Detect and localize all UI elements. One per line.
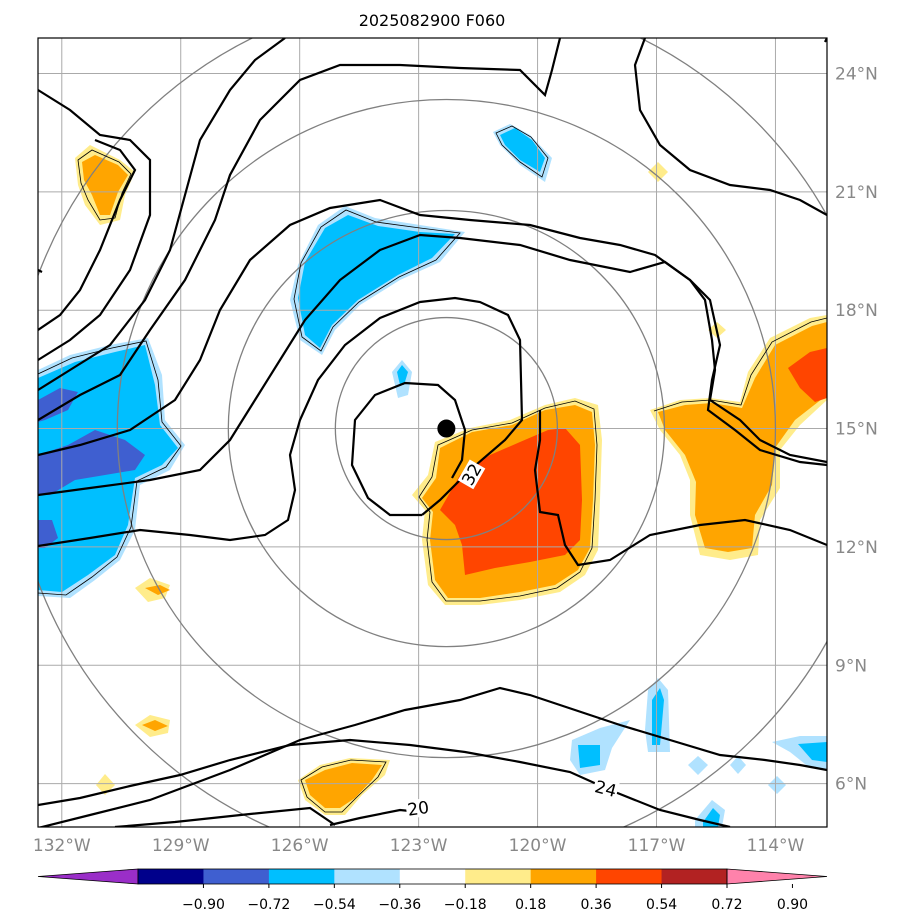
contour-ring-7: [38, 89, 152, 361]
colorbar-segment: [661, 869, 728, 884]
negative-anomaly-west-strong-3: [38, 520, 58, 548]
lon-tick-label: 117°W: [628, 836, 686, 856]
anomaly-outline-west: [38, 340, 182, 596]
lon-tick-label: 114°W: [747, 836, 805, 856]
colorbar-tick-label: −0.36: [378, 897, 421, 913]
contour-ring-2: [38, 296, 524, 548]
contour-label-halo: [591, 776, 620, 801]
negative-anomaly-small-ne-core: [500, 128, 545, 172]
shading-layer: [38, 124, 827, 827]
colorbar-outline: [137, 868, 728, 885]
contour-ring-6: [38, 38, 286, 391]
anomaly-outline-ne-small: [495, 125, 549, 178]
contour-center-low: [350, 381, 467, 517]
colorbar: −0.90 −0.72 −0.54 −0.36 −0.18 0.18 0.36 0.54 0.7…: [37, 868, 828, 913]
anomaly-outline-central: [418, 400, 598, 602]
colorbar-segment: [465, 869, 532, 884]
negative-anomaly-se-5: [768, 776, 786, 794]
negative-anomaly-se-1-core: [578, 745, 600, 768]
range-ring-0: [334, 316, 559, 541]
contour-20: [114, 806, 336, 827]
colorbar-tick-label: 0.54: [646, 897, 677, 913]
lon-tick-label: 129°W: [152, 836, 210, 856]
contour-label-1: 20: [405, 797, 432, 821]
anomaly-outline-north: [293, 209, 461, 352]
contour-ring-8: [38, 138, 137, 331]
colorbar-segment: [530, 869, 597, 884]
positive-anomaly-dot-2-core: [142, 720, 168, 731]
lon-tick-label: 132°W: [33, 836, 91, 856]
negative-anomaly-se-3: [688, 756, 708, 775]
colorbar-segment: [334, 869, 401, 884]
map-frame: [37, 37, 828, 828]
colorbar-extend-high: [726, 868, 828, 885]
anomaly-outlines: [38, 125, 827, 813]
anomaly-outline-east: [653, 317, 827, 412]
positive-anomaly-dot-1-core: [145, 585, 170, 595]
lat-tick-label: 6°N: [835, 775, 867, 795]
lat-tick-label: 12°N: [835, 538, 878, 558]
lat-tick-label: 24°N: [835, 65, 878, 85]
anomaly-outline-south: [300, 759, 387, 813]
negative-anomaly-se-6-core: [798, 742, 827, 762]
contour-east: [633, 38, 827, 216]
contour-28: [38, 686, 827, 827]
range-ring-1: [227, 209, 666, 648]
lon-tick-label: 120°W: [509, 836, 567, 856]
contour-far-west-tick: [38, 269, 43, 273]
range-ring-2: [116, 98, 777, 759]
negative-anomaly-center-core: [397, 365, 408, 385]
range-rings: [38, 38, 827, 827]
height-contours: [38, 38, 827, 827]
colorbar-tick-label: 0.36: [581, 897, 612, 913]
contour-ring-3: [38, 233, 827, 497]
positive-anomaly-east-red: [788, 348, 827, 402]
positive-anomaly-south-core: [305, 763, 382, 808]
colorbar-segment: [203, 869, 270, 884]
contour-east-2: [533, 410, 827, 567]
lon-tick-label: 123°W: [390, 836, 448, 856]
negative-anomaly-se-2-core: [652, 688, 664, 745]
colorbar-extend-low: [37, 868, 139, 885]
positive-anomaly-dot-4: [648, 162, 668, 182]
colorbar-segment: [138, 869, 204, 884]
contour-label-halo: [405, 797, 432, 819]
colorbar-segment: [268, 869, 335, 884]
positive-anomaly-nw-core: [82, 155, 128, 215]
colorbar-segment: [596, 869, 663, 884]
colorbar-segment: [399, 869, 466, 884]
colorbar-tick-label: 0.90: [777, 897, 808, 913]
lat-tick-label: 18°N: [835, 301, 878, 321]
contour-24: [38, 738, 731, 827]
latitude-labels: 6°N 9°N 12°N 15°N 18°N 21°N 24°N: [835, 65, 878, 795]
lon-tick-label: 126°W: [271, 836, 329, 856]
colorbar-tick-label: −0.18: [444, 897, 487, 913]
colorbar-tick-label: −0.90: [182, 897, 225, 913]
colorbar-tick-label: −0.72: [247, 897, 290, 913]
colorbar-tick-label: 0.72: [711, 897, 742, 913]
contour-ring-4: [38, 198, 827, 464]
negative-anomaly-se-4: [730, 756, 746, 774]
contour-label-text: 20: [406, 798, 430, 821]
chart-title: 2025082900 F060: [359, 11, 506, 30]
negative-anomaly-north-core: [298, 215, 455, 348]
lat-tick-label: 15°N: [835, 420, 878, 440]
contour-ring-5: [38, 38, 562, 421]
colorbar-tick-label: 0.18: [515, 897, 546, 913]
lat-tick-label: 9°N: [835, 656, 867, 676]
longitude-labels: 132°W 129°W 126°W 123°W 120°W 117°W 114°W: [33, 836, 805, 856]
storm-center-marker: [437, 419, 456, 438]
colorbar-tick-label: −0.54: [313, 897, 356, 913]
contour-label-halo: [457, 459, 486, 490]
lat-tick-label: 21°N: [835, 183, 878, 203]
